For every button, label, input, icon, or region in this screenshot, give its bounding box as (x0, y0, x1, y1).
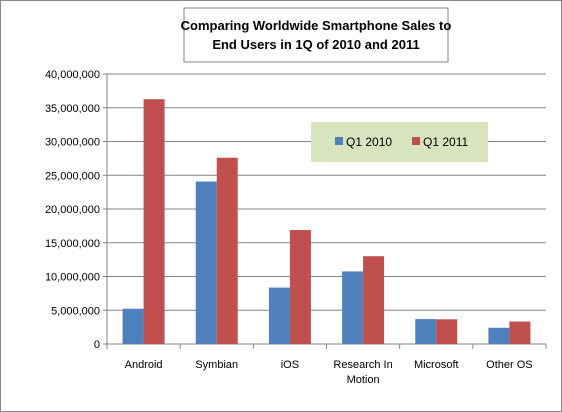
y-tick-label: 0 (94, 339, 100, 351)
bar-q1-2010 (268, 287, 290, 344)
bar-q1-2010 (488, 327, 510, 344)
y-tick-label: 25,000,000 (45, 170, 100, 182)
bar-q1-2011 (143, 99, 165, 344)
bar-q1-2011 (289, 230, 311, 344)
chart-title-line: Comparing Worldwide Smartphone Sales to (181, 18, 452, 33)
y-tick-label: 35,000,000 (45, 103, 100, 115)
bar-q1-2011 (436, 319, 458, 344)
y-tick-label: 20,000,000 (45, 204, 100, 216)
x-tick-label: Android (125, 359, 163, 371)
bar-q1-2011 (363, 256, 385, 344)
y-tick-label: 40,000,000 (45, 69, 100, 81)
x-tick-label: Motion (347, 374, 380, 386)
y-tick-label: 30,000,000 (45, 137, 100, 149)
y-tick-label: 10,000,000 (45, 272, 100, 284)
bar-q1-2010 (195, 181, 217, 344)
bar-q1-2011 (216, 157, 238, 344)
chart-title-line: End Users in 1Q of 2010 and 2011 (212, 37, 419, 52)
x-tick-label: iOS (281, 359, 299, 371)
bar-q1-2011 (509, 321, 531, 344)
x-tick-label: Microsoft (414, 359, 459, 371)
legend-swatch (412, 137, 420, 145)
x-tick-label: Symbian (195, 359, 238, 371)
x-tick-label: Other OS (486, 359, 532, 371)
bar-q1-2010 (342, 271, 364, 344)
title-box (183, 7, 449, 63)
legend-label: Q1 2010 (346, 135, 392, 149)
legend-label: Q1 2011 (423, 135, 468, 149)
bar-q1-2010 (415, 319, 437, 344)
y-tick-label: 15,000,000 (45, 238, 100, 250)
y-tick-label: 5,000,000 (51, 305, 100, 317)
legend-swatch (335, 137, 343, 145)
bar-q1-2010 (122, 308, 144, 344)
x-tick-label: Research In (333, 359, 392, 371)
